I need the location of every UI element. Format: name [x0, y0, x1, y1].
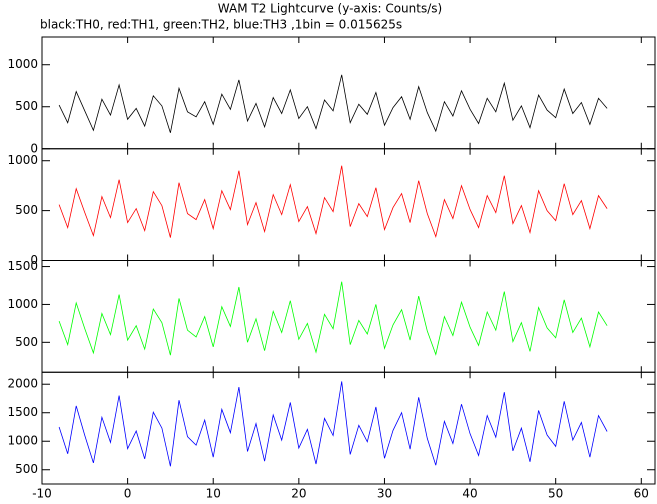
y-tick-label: 1500	[7, 405, 38, 419]
y-tick-label: 500	[15, 462, 38, 476]
y-tick-label: 1000	[7, 153, 38, 167]
chart-subtitle: black:TH0, red:TH1, green:TH2, blue:TH3 …	[40, 18, 402, 32]
x-tick-label: 10	[206, 487, 221, 501]
x-tick-label: -10	[32, 487, 52, 501]
y-tick-label: 0	[30, 253, 38, 267]
y-tick-label: 1500	[7, 259, 38, 273]
panel-frame	[41, 371, 656, 485]
series-line	[58, 165, 608, 238]
x-tick-label: 60	[634, 487, 649, 501]
series-line	[58, 74, 608, 133]
series-line	[58, 381, 608, 467]
y-tick-label: 1000	[7, 57, 38, 71]
series-line	[58, 281, 608, 356]
x-tick-label: 0	[124, 487, 132, 501]
panel-frame	[41, 260, 656, 373]
panel-frame	[41, 148, 656, 261]
x-tick-label: 50	[548, 487, 563, 501]
y-tick-label: 500	[15, 203, 38, 217]
x-tick-label: 40	[462, 487, 477, 501]
y-tick-label: 0	[30, 141, 38, 155]
y-tick-label: 1000	[7, 434, 38, 448]
x-tick-label: 20	[291, 487, 306, 501]
y-tick-label: 1000	[7, 297, 38, 311]
y-tick-label: 500	[15, 99, 38, 113]
y-tick-label: 2000	[7, 377, 38, 391]
y-tick-label: 500	[15, 335, 38, 349]
chart-title: WAM T2 Lightcurve (y-axis: Counts/s)	[218, 2, 442, 16]
x-tick-label: 30	[377, 487, 392, 501]
